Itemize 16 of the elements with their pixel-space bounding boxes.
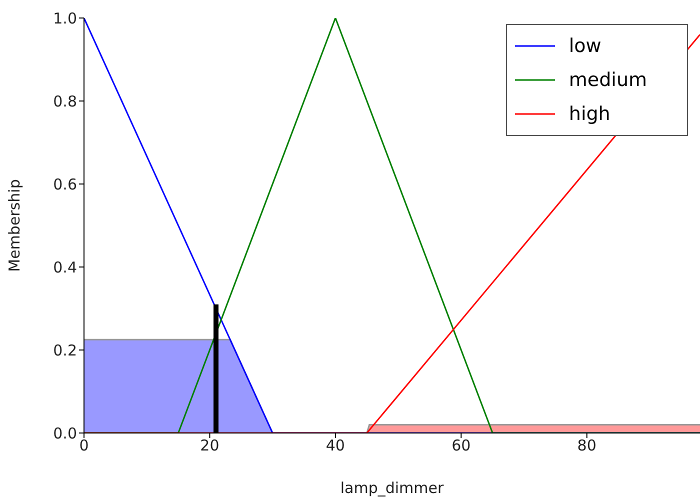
y-tick-label: 0.4 bbox=[53, 258, 77, 276]
y-axis-title: Membership bbox=[5, 179, 24, 272]
y-tick-label: 0.8 bbox=[53, 92, 77, 110]
legend-label: low bbox=[568, 35, 602, 57]
legend-label: medium bbox=[568, 69, 647, 91]
x-axis-title: lamp_dimmer bbox=[340, 479, 444, 497]
x-tick-label: 80 bbox=[577, 436, 596, 455]
legend-label: high bbox=[568, 103, 610, 125]
y-tick-label: 0.6 bbox=[53, 175, 77, 194]
x-tick-label: 60 bbox=[452, 436, 471, 455]
x-tick-label: 40 bbox=[326, 436, 345, 455]
y-tick-label: 0.2 bbox=[53, 341, 77, 360]
x-tick-label: 20 bbox=[200, 436, 220, 455]
x-tick-label: 0 bbox=[79, 436, 89, 455]
y-tick-label: 1.0 bbox=[53, 9, 77, 28]
y-tick-label: 0.0 bbox=[53, 424, 77, 442]
